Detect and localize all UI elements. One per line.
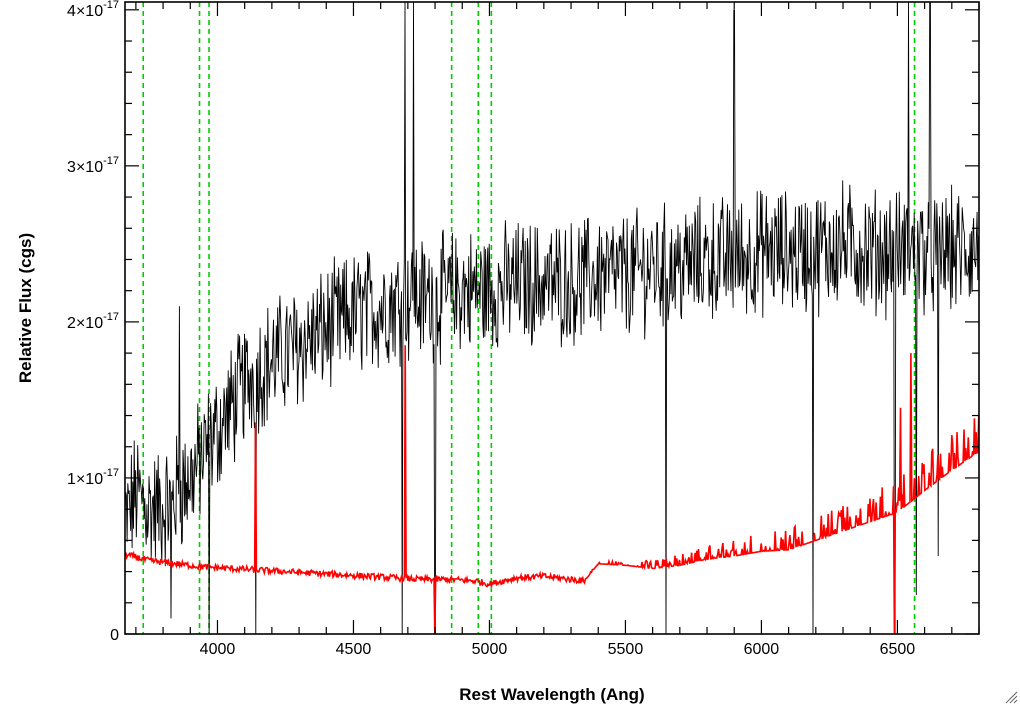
y-tick-label: 0 bbox=[110, 627, 119, 644]
x-tick-label: 6000 bbox=[744, 641, 780, 658]
plot-frame bbox=[124, 1, 980, 635]
x-tick-label: 5000 bbox=[472, 641, 508, 658]
spectrum-series bbox=[125, 2, 979, 634]
y-axis-title: Relative Flux (cgs) bbox=[16, 233, 35, 383]
y-tick-label: 1×10-17 bbox=[67, 467, 119, 488]
x-axis-ticks: 4000 4500 5000 5500 6000 6500 bbox=[135, 2, 980, 658]
x-tick-label: 5500 bbox=[608, 641, 644, 658]
y-tick-label: 2×10-17 bbox=[67, 311, 119, 332]
y-tick-label: 3×10-17 bbox=[67, 155, 119, 176]
x-tick-label: 4000 bbox=[200, 641, 236, 658]
spectrum-flux-line bbox=[125, 2, 979, 634]
y-tick-label: 4×10-17 bbox=[67, 0, 119, 20]
spectrum-error-line bbox=[125, 345, 979, 634]
x-tick-label: 4500 bbox=[336, 641, 372, 658]
y-axis-ticks: 0 1×10-17 2×10-17 3×10-17 4×10-17 bbox=[67, 0, 979, 644]
x-tick-label: 6500 bbox=[880, 641, 916, 658]
resize-grip-icon[interactable] bbox=[1004, 690, 1018, 704]
x-axis-title: Rest Wavelength (Ang) bbox=[459, 685, 644, 704]
